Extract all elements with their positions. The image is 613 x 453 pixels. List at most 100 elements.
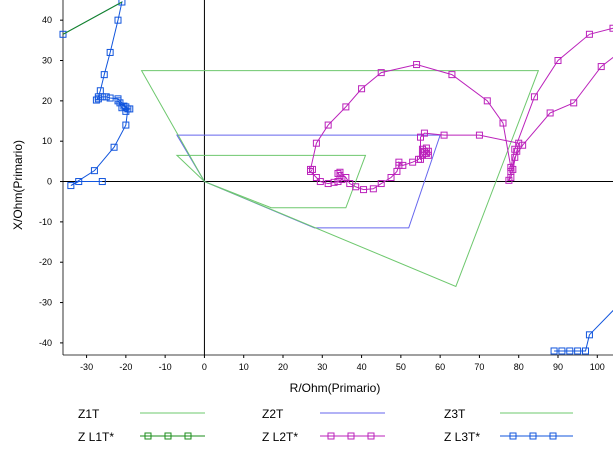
series-1-point xyxy=(546,109,554,117)
series-1-point xyxy=(515,139,523,147)
series-2-point xyxy=(585,30,593,38)
series-0-point xyxy=(59,30,67,38)
series-0-point xyxy=(118,104,126,112)
series-0-point xyxy=(122,107,130,115)
legend-marker xyxy=(347,432,355,440)
legend-marker xyxy=(184,432,192,440)
series-2-point xyxy=(483,97,491,105)
legend-label-z3t: Z3T xyxy=(444,407,466,421)
series-1-point xyxy=(330,178,338,186)
legend-marker xyxy=(549,432,557,440)
series-2-point xyxy=(609,24,613,32)
y-tick-label: -10 xyxy=(39,217,52,227)
series-1-point xyxy=(597,63,605,71)
x-tick-label: 10 xyxy=(239,362,249,372)
legend-label-z1t: Z1T xyxy=(78,407,100,421)
series-0-point xyxy=(118,0,126,6)
series-1-point xyxy=(440,131,448,139)
series-1-point xyxy=(399,161,407,169)
series-0-extra-point xyxy=(566,347,574,355)
series-1-point xyxy=(352,183,360,191)
series-0-point xyxy=(75,178,83,186)
legend-label-zl2t: Z L2T* xyxy=(262,430,298,444)
legend-marker xyxy=(164,432,172,440)
legend-marker xyxy=(144,432,152,440)
series-0-point xyxy=(110,143,118,151)
series-0-point xyxy=(67,182,75,190)
series-0-line xyxy=(62,1,131,187)
series-0-point xyxy=(102,93,110,101)
series-1-point xyxy=(509,165,517,173)
x-tick-label: 70 xyxy=(474,362,484,372)
series-0-point xyxy=(96,87,104,95)
x-tick-label: -10 xyxy=(159,362,172,372)
series-2-point xyxy=(377,69,385,77)
y-tick-label: -30 xyxy=(39,298,52,308)
x-tick-label: 20 xyxy=(278,362,288,372)
series-2-point xyxy=(507,163,515,171)
series-0-point xyxy=(114,95,122,103)
legend-item-z3t: Z3T xyxy=(444,407,573,421)
series-2-point xyxy=(342,103,350,111)
legend-item-z2t: Z2T xyxy=(262,407,385,421)
series-1-point xyxy=(377,180,385,188)
legend-item-zl1t: Z L1T* xyxy=(78,430,205,444)
series-0-extra-point xyxy=(574,347,582,355)
legend-item-z1t: Z1T xyxy=(78,407,205,421)
zone-z3t xyxy=(140,70,540,288)
series-1-point xyxy=(420,129,428,137)
impedance-trajectories xyxy=(59,0,613,355)
series-2-point xyxy=(448,71,456,79)
legend-item-zl2t: Z L2T* xyxy=(262,430,385,444)
series-1-point xyxy=(334,169,342,177)
legend-label-zl1t: Z L1T* xyxy=(78,430,114,444)
series-1-point xyxy=(387,174,395,181)
series-2-point xyxy=(312,139,320,147)
series-2-point xyxy=(413,61,421,69)
tick-labels: -30 -20 -10 0 10 20 30 40 50 60 70 80 90 100-40-30-20… xyxy=(39,15,605,372)
series-0-point xyxy=(98,178,106,186)
series-1-point xyxy=(336,168,344,176)
series-0-extra-point xyxy=(558,347,566,355)
legend-label-zl3t: Z L3T* xyxy=(444,430,480,444)
x-tick-label: 40 xyxy=(357,362,367,372)
series-1-point xyxy=(519,141,527,149)
series-1-point xyxy=(369,185,377,193)
series-0-extra-point xyxy=(550,347,558,355)
series-1-point xyxy=(360,186,368,194)
series-0-point xyxy=(116,99,124,107)
y-axis-label: X/Ohm(Primario) xyxy=(11,140,25,230)
series-1-point xyxy=(312,174,320,181)
y-tick-label: 10 xyxy=(42,136,52,146)
series-0-point xyxy=(106,48,114,56)
legend-marker xyxy=(367,432,375,440)
series-0-point xyxy=(90,167,98,175)
series-2-line xyxy=(310,27,613,170)
legend-marker xyxy=(509,432,517,440)
x-tick-label: 50 xyxy=(396,362,406,372)
y-tick-label: 20 xyxy=(42,96,52,106)
series-2-point xyxy=(530,93,538,101)
x-tick-label: 90 xyxy=(553,362,563,372)
series-0-extra-point xyxy=(582,347,589,355)
series-0-point xyxy=(106,94,114,102)
series-1-point xyxy=(342,174,350,181)
series-1-point xyxy=(417,155,424,163)
y-tick-label: -20 xyxy=(39,257,52,267)
series-2-point xyxy=(499,119,507,127)
legend-item-zl3t: Z L3T* xyxy=(444,430,573,444)
series-1-point xyxy=(418,145,426,153)
y-tick-label: 0 xyxy=(47,177,52,187)
x-tick-label: 100 xyxy=(590,362,605,372)
series-zl1t-line xyxy=(62,1,123,35)
series-0-point xyxy=(122,103,130,111)
x-tick-label: 60 xyxy=(435,362,445,372)
series-2-point xyxy=(511,145,519,153)
y-tick-label: 40 xyxy=(42,15,52,25)
series-1-line xyxy=(309,56,613,191)
zone-polygons xyxy=(140,70,540,288)
series-1-point xyxy=(422,149,430,157)
legend-label-z2t: Z2T xyxy=(262,407,284,421)
series-0-extra-line xyxy=(554,309,613,352)
zone-z1t xyxy=(175,154,367,209)
